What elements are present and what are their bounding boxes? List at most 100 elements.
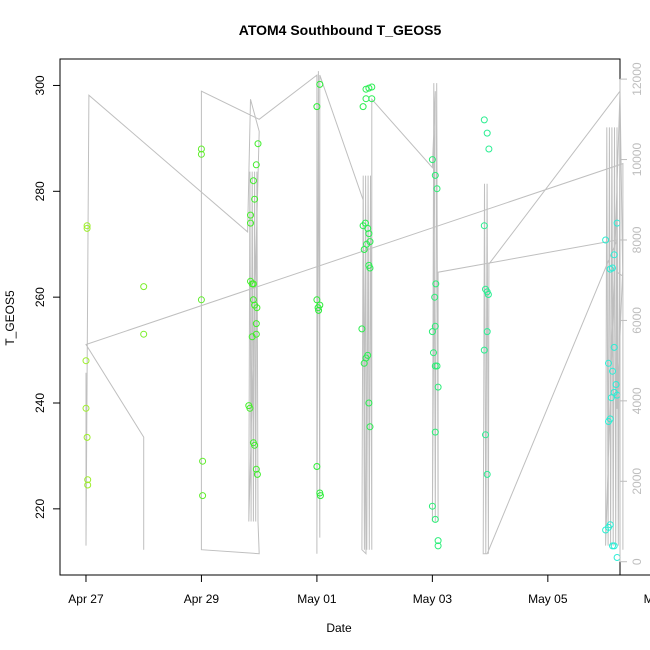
data-point: [197, 150, 205, 158]
data-point: [249, 280, 257, 288]
data-point: [609, 367, 616, 375]
data-point: [253, 470, 261, 478]
data-point: [249, 177, 257, 185]
y-tick-label: 300: [33, 75, 47, 95]
data-point: [83, 433, 91, 441]
data-point: [480, 116, 488, 124]
data-point: [366, 264, 374, 272]
right-y-tick-label: 6000: [630, 307, 644, 334]
x-tick-label: May 07: [644, 592, 650, 606]
x-axis-label: Date: [326, 621, 352, 635]
data-point: [83, 224, 91, 232]
data-point: [366, 423, 374, 431]
data-point: [315, 306, 323, 314]
data-point: [254, 140, 262, 148]
right-y-axis: 0 2000 4000 6000 8000 10000 12000: [619, 62, 644, 565]
right-y-tick-label: 2000: [630, 468, 644, 495]
y-axis-label: T_GEOS5: [3, 290, 17, 346]
data-point: [610, 343, 618, 351]
data-point: [606, 415, 614, 423]
data-point: [434, 537, 442, 545]
data-point: [251, 195, 259, 203]
data-point: [82, 404, 90, 412]
data-point: [316, 301, 324, 309]
data-point: [428, 328, 436, 336]
data-point: [313, 463, 321, 470]
data-point: [197, 145, 205, 153]
data-point: [365, 230, 373, 238]
data-point: [140, 283, 148, 291]
data-point: [432, 280, 440, 288]
data-point: [602, 236, 610, 244]
data-point: [363, 240, 371, 248]
data-point: [358, 325, 366, 333]
x-tick-label: Apr 27: [68, 592, 104, 606]
data-point: [483, 470, 491, 478]
x-tick-label: May 03: [413, 592, 453, 606]
data-point: [434, 542, 442, 550]
data-point: [433, 185, 441, 193]
data-point: [431, 428, 439, 436]
data-point: [482, 431, 489, 439]
data-point: [197, 296, 205, 304]
altitude-track: [85, 71, 624, 555]
right-y-tick-label: 4000: [630, 387, 644, 414]
data-point: [609, 264, 616, 272]
data-point: [480, 346, 488, 354]
data-point: [610, 251, 618, 259]
data-point: [612, 381, 620, 388]
y-tick-label: 220: [33, 499, 47, 519]
data-point: [368, 95, 376, 103]
data-point: [364, 224, 372, 232]
x-tick-label: Apr 29: [184, 592, 220, 606]
data-point: [485, 145, 493, 153]
data-point: [249, 296, 257, 304]
data-point: [430, 349, 437, 357]
y-tick-label: 240: [33, 393, 47, 413]
y-tick-label: 260: [33, 287, 47, 307]
data-point: [252, 161, 260, 169]
data-point: [365, 399, 373, 407]
x-tick-label: May 01: [297, 592, 337, 606]
data-point: [313, 296, 321, 304]
data-point: [480, 222, 488, 230]
altitude-track-line: [85, 71, 624, 555]
data-point: [431, 293, 439, 301]
data-point: [247, 219, 254, 227]
data-point: [605, 359, 612, 367]
data-point: [313, 103, 321, 111]
data-point: [613, 554, 621, 561]
y-axis: 220 240 260 280 300: [33, 75, 61, 519]
data-point: [483, 129, 491, 137]
data-point: [199, 492, 207, 500]
data-point: [433, 362, 441, 370]
data-point: [82, 357, 90, 365]
data-point: [359, 103, 367, 111]
data-point: [484, 291, 492, 298]
data-point: [431, 515, 439, 523]
right-y-tick-label: 12000: [630, 62, 644, 96]
data-point: [483, 328, 491, 336]
data-point: [316, 80, 324, 88]
x-tick-label: May 05: [528, 592, 568, 606]
data-point: [364, 351, 372, 359]
data-point: [84, 481, 92, 489]
data-point: [83, 222, 91, 230]
data-point: [610, 542, 618, 550]
data-point: [316, 492, 324, 500]
data-point: [84, 476, 92, 484]
data-point: [140, 330, 148, 338]
data-point: [246, 404, 254, 412]
right-y-tick-label: 0: [630, 558, 644, 565]
data-point: [252, 330, 260, 338]
data-point: [316, 489, 324, 497]
data-point: [431, 322, 439, 330]
data-point: [434, 383, 442, 391]
right-y-tick-label: 10000: [630, 143, 644, 177]
data-point: [428, 156, 436, 164]
data-point: [607, 394, 615, 402]
data-point: [431, 171, 439, 179]
right-y-tick-label: 8000: [630, 226, 644, 253]
data-point: [251, 441, 259, 449]
